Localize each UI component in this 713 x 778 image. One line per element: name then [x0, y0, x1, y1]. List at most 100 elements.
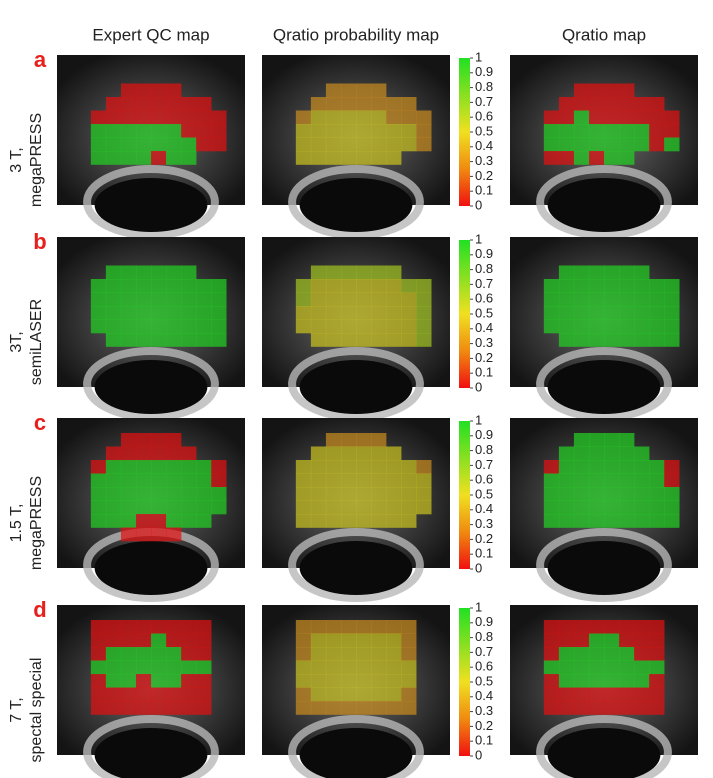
quality-voxel — [196, 124, 212, 138]
quality-voxel — [295, 687, 312, 702]
panel-label: b — [33, 229, 46, 254]
quality-voxel — [181, 124, 197, 138]
quality-voxel — [573, 319, 590, 334]
quality-voxel — [649, 137, 665, 152]
quality-voxel — [120, 674, 137, 688]
quality-voxel — [649, 500, 665, 515]
quality-voxel — [558, 647, 575, 661]
colorbar-tick-label: 0.3 — [475, 703, 493, 718]
quality-voxel — [181, 265, 197, 280]
quality-voxel — [664, 279, 680, 293]
quality-voxel — [356, 701, 372, 715]
quality-voxel — [135, 97, 152, 111]
quality-voxel — [558, 701, 575, 715]
quality-voxel — [120, 473, 137, 488]
quality-voxel — [649, 306, 665, 320]
quality-voxel — [619, 514, 635, 528]
quality-voxel — [340, 473, 357, 488]
quality-voxel — [340, 460, 357, 474]
quality-voxel — [90, 660, 107, 675]
quality-voxel — [588, 500, 605, 515]
quality-voxel — [416, 110, 432, 125]
colorbar-tick-label: 0.6 — [475, 109, 493, 124]
quality-voxel — [588, 460, 605, 474]
quality-voxel — [634, 110, 650, 125]
quality-voxel — [634, 633, 650, 648]
colorbar-tick-label: 0.9 — [475, 614, 493, 629]
quality-voxel — [386, 701, 402, 715]
quality-voxel — [588, 292, 605, 307]
quality-voxel — [340, 647, 357, 661]
anatomy-arc — [536, 347, 672, 421]
quality-voxel — [371, 83, 387, 98]
quality-voxel — [386, 319, 402, 334]
quality-voxel — [181, 110, 197, 125]
quality-voxel — [558, 633, 575, 648]
quality-voxel — [181, 633, 197, 648]
quality-voxel — [356, 279, 372, 293]
quality-voxel — [340, 487, 357, 501]
quality-voxel — [543, 306, 560, 320]
quality-voxel — [573, 500, 590, 515]
quality-voxel — [356, 460, 372, 474]
quality-voxel — [196, 460, 212, 474]
quality-voxel — [90, 633, 107, 648]
quality-voxel — [295, 110, 312, 125]
anatomy-hole — [94, 541, 208, 595]
quality-voxel — [166, 137, 182, 152]
anatomy-arc — [288, 165, 424, 239]
quality-voxel — [196, 306, 212, 320]
quality-voxel — [310, 687, 327, 702]
quality-voxel — [166, 687, 182, 702]
quality-voxel — [543, 687, 560, 702]
quality-voxel — [619, 487, 635, 501]
quality-voxel — [664, 487, 680, 501]
quality-voxel — [196, 701, 212, 715]
quality-voxel — [664, 110, 680, 125]
quality-voxel — [310, 279, 327, 293]
quality-voxel — [371, 660, 387, 675]
quality-voxel — [401, 500, 417, 515]
quality-voxel — [356, 292, 372, 307]
anatomy-hole — [299, 178, 413, 232]
quality-voxel — [90, 473, 107, 488]
quality-voxel — [340, 633, 357, 648]
quality-voxel — [105, 487, 122, 501]
quality-voxel — [371, 333, 387, 347]
quality-voxel — [386, 333, 402, 347]
anatomy-hole — [299, 541, 413, 595]
quality-voxel — [135, 319, 152, 334]
quality-voxel — [135, 279, 152, 293]
quality-voxel — [310, 306, 327, 320]
quality-voxel — [604, 333, 620, 347]
quality-voxel — [558, 514, 575, 528]
quality-voxel — [325, 633, 342, 648]
quality-voxel — [135, 647, 152, 661]
quality-voxel — [135, 687, 152, 702]
quality-voxel — [151, 460, 167, 474]
quality-voxel — [356, 83, 372, 98]
quality-voxel — [543, 500, 560, 515]
quality-voxel — [619, 473, 635, 488]
quality-voxel — [558, 620, 575, 634]
quality-voxel — [664, 319, 680, 334]
quality-voxel — [401, 701, 417, 715]
quality-voxel — [196, 110, 212, 125]
quality-voxel — [120, 660, 137, 675]
quality-voxel — [166, 306, 182, 320]
quality-voxel — [664, 306, 680, 320]
quality-voxel — [588, 687, 605, 702]
quality-voxel — [664, 124, 680, 138]
quality-voxel — [356, 487, 372, 501]
quality-voxel — [120, 527, 137, 542]
quality-voxel — [151, 687, 167, 702]
quality-voxel — [401, 97, 417, 111]
quality-voxel — [634, 701, 650, 715]
quality-voxel — [181, 620, 197, 634]
quality-voxel — [90, 687, 107, 702]
quality-voxel — [649, 633, 665, 648]
quality-voxel — [151, 701, 167, 715]
row-description: 3 T, — [8, 147, 25, 173]
quality-voxel — [649, 487, 665, 501]
quality-voxel — [310, 446, 327, 461]
